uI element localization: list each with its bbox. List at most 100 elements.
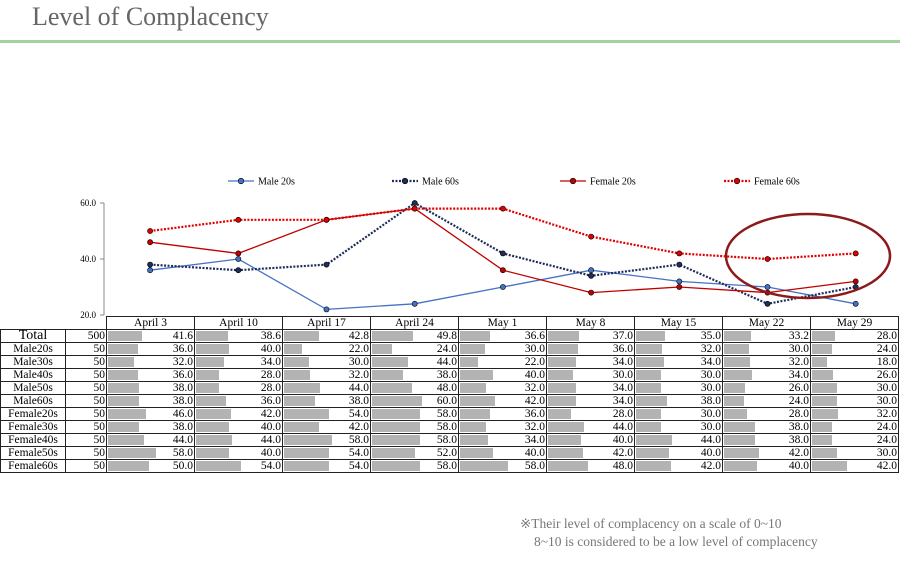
data-point bbox=[588, 272, 594, 279]
row-label: Male60s bbox=[0, 394, 66, 408]
value-bar bbox=[724, 461, 758, 471]
value-cell: 36.0 bbox=[106, 342, 195, 356]
value-text: 33.2 bbox=[788, 330, 809, 342]
value-cell: 38.0 bbox=[370, 368, 459, 382]
value-cell: 58.0 bbox=[106, 446, 195, 460]
value-text: 28.0 bbox=[260, 369, 281, 381]
value-bar bbox=[196, 344, 230, 354]
value-text: 38.0 bbox=[172, 382, 193, 394]
table-row: Female30s 50 38.0 40.0 42.0 58.0 32.0 44.0 30.0 3… bbox=[0, 420, 899, 434]
data-point bbox=[852, 278, 859, 285]
value-bar bbox=[636, 409, 661, 419]
value-text: 44.0 bbox=[172, 434, 193, 446]
value-text: 58.0 bbox=[436, 408, 457, 420]
sample-count: 50 bbox=[65, 342, 107, 356]
value-bar bbox=[108, 422, 140, 432]
table-row: Female20s 50 46.0 42.0 54.0 58.0 36.0 28.0 30.0 2… bbox=[0, 407, 899, 421]
value-text: 30.0 bbox=[788, 343, 809, 355]
row-label: Female60s bbox=[0, 459, 66, 473]
value-bar bbox=[196, 409, 231, 419]
value-cell: 28.0 bbox=[194, 381, 283, 395]
value-cell: 48.0 bbox=[370, 381, 459, 395]
value-text: 24.0 bbox=[876, 421, 897, 433]
value-bar bbox=[812, 435, 832, 445]
data-point bbox=[499, 205, 506, 212]
value-bar bbox=[284, 461, 329, 471]
value-bar bbox=[372, 357, 409, 367]
value-bar bbox=[196, 370, 220, 380]
value-text: 40.0 bbox=[524, 447, 545, 459]
table-row: Male20s 50 36.0 40.0 22.0 24.0 30.0 36.0 32.0 30.… bbox=[0, 342, 899, 356]
value-bar bbox=[636, 435, 673, 445]
sample-count: 50 bbox=[65, 368, 107, 382]
value-cell: 34.0 bbox=[722, 368, 811, 382]
value-cell: 58.0 bbox=[370, 433, 459, 447]
legend-label: Male 60s bbox=[422, 177, 459, 188]
value-bar bbox=[372, 448, 415, 458]
sample-count: 50 bbox=[65, 459, 107, 473]
value-text: 34.0 bbox=[612, 395, 633, 407]
value-text: 35.0 bbox=[700, 330, 721, 342]
value-bar bbox=[636, 396, 668, 406]
value-bar bbox=[460, 370, 494, 380]
value-bar bbox=[284, 435, 332, 445]
value-bar bbox=[724, 396, 744, 406]
data-point bbox=[852, 300, 859, 307]
column-header: May 15 bbox=[634, 316, 723, 330]
value-cell: 26.0 bbox=[722, 381, 811, 395]
data-point bbox=[676, 250, 683, 257]
value-bar bbox=[460, 435, 489, 445]
value-cell: 30.0 bbox=[282, 355, 371, 369]
value-bar bbox=[460, 448, 494, 458]
value-text: 30.0 bbox=[612, 369, 633, 381]
value-cell: 24.0 bbox=[370, 342, 459, 356]
value-cell: 40.0 bbox=[458, 446, 547, 460]
value-cell: 37.0 bbox=[546, 329, 635, 343]
value-cell: 32.0 bbox=[634, 342, 723, 356]
value-cell: 30.0 bbox=[810, 381, 899, 395]
value-cell: 54.0 bbox=[282, 407, 371, 421]
value-cell: 54.0 bbox=[194, 459, 283, 473]
data-point bbox=[147, 261, 153, 268]
value-cell: 24.0 bbox=[722, 394, 811, 408]
data-point bbox=[323, 306, 330, 313]
value-bar bbox=[108, 461, 150, 471]
value-bar bbox=[284, 357, 309, 367]
value-text: 30.0 bbox=[876, 395, 897, 407]
value-bar bbox=[284, 422, 319, 432]
value-bar bbox=[724, 435, 756, 445]
data-point bbox=[323, 261, 330, 268]
data-point bbox=[411, 300, 418, 307]
value-text: 54.0 bbox=[260, 460, 281, 472]
value-cell: 58.0 bbox=[458, 459, 547, 473]
value-text: 38.6 bbox=[260, 330, 281, 342]
value-cell: 24.0 bbox=[810, 433, 899, 447]
value-cell: 41.6 bbox=[106, 329, 195, 343]
value-bar bbox=[108, 435, 145, 445]
value-text: 36.0 bbox=[260, 395, 281, 407]
value-bar bbox=[196, 448, 230, 458]
data-point bbox=[588, 267, 594, 274]
table-row: Total 500 41.6 38.6 42.8 49.8 36.6 37.0 35.0 33.2… bbox=[0, 329, 899, 343]
table-row: Male30s 50 32.0 34.0 30.0 44.0 22.0 34.0 34.0 32.… bbox=[0, 355, 899, 369]
value-text: 54.0 bbox=[348, 460, 369, 472]
value-bar bbox=[548, 435, 582, 445]
value-bar bbox=[636, 331, 665, 341]
value-cell: 24.0 bbox=[810, 342, 899, 356]
value-bar bbox=[636, 461, 671, 471]
value-bar bbox=[372, 422, 420, 432]
value-cell: 30.0 bbox=[546, 368, 635, 382]
value-bar bbox=[284, 448, 329, 458]
value-cell: 42.0 bbox=[634, 459, 723, 473]
table-row: Female50s 50 58.0 40.0 54.0 52.0 40.0 42.0 40.0 4… bbox=[0, 446, 899, 460]
column-header: April 3 bbox=[106, 316, 195, 330]
value-text: 52.0 bbox=[436, 447, 457, 459]
value-cell: 18.0 bbox=[810, 355, 899, 369]
line-chart: 20.0 40.0 60.0 Male 20s Male 60s Female 20s Fe… bbox=[80, 177, 892, 320]
legend-marker bbox=[733, 177, 741, 185]
value-bar bbox=[548, 409, 572, 419]
value-cell: 28.0 bbox=[546, 407, 635, 421]
value-cell: 58.0 bbox=[282, 433, 371, 447]
value-text: 32.0 bbox=[876, 408, 897, 420]
sample-count: 500 bbox=[65, 329, 107, 343]
